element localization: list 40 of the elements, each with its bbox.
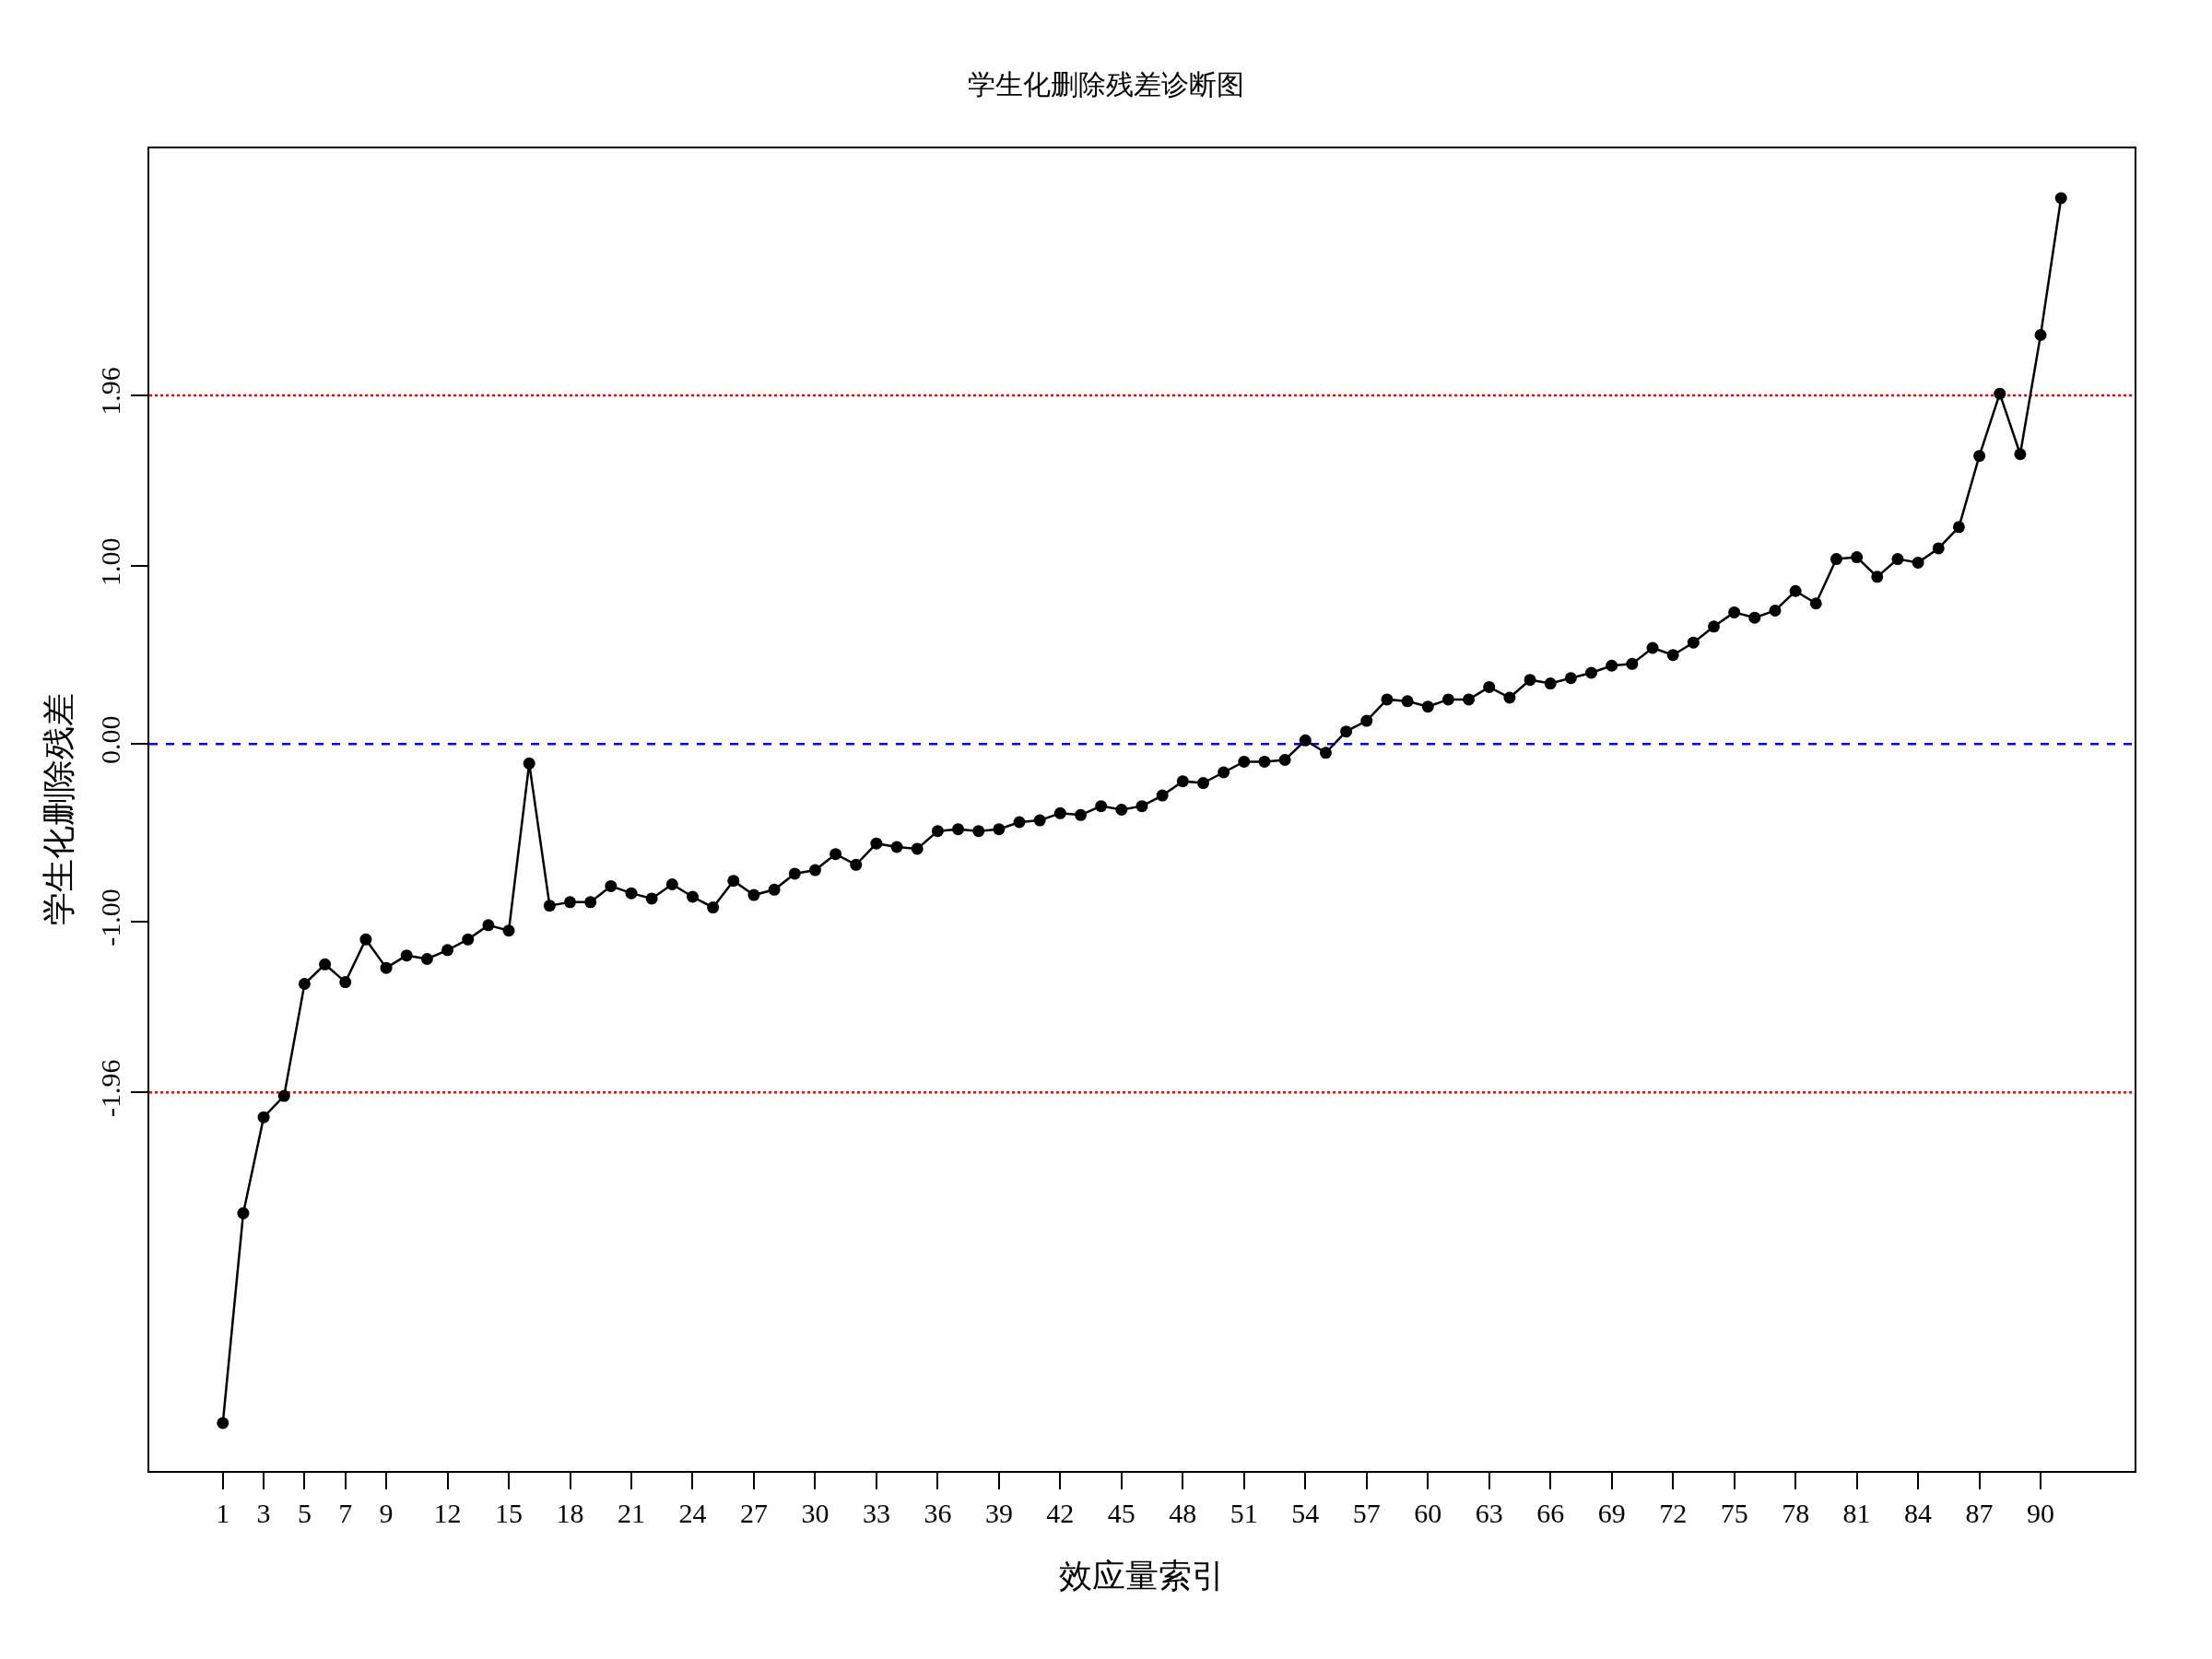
x-tick-label: 30 [801, 1498, 830, 1528]
y-tick-label: -1.96 [95, 1059, 125, 1117]
x-tick-label: 84 [1904, 1498, 1933, 1528]
x-tick-label: 75 [1720, 1498, 1748, 1528]
y-tick-label: 0.00 [95, 715, 125, 764]
x-tick-label: 7 [338, 1498, 353, 1528]
x-tick-label: 51 [1230, 1498, 1258, 1528]
x-tick-label: 39 [984, 1498, 1013, 1528]
x-tick-label: 36 [924, 1498, 952, 1528]
x-tick-label: 90 [2027, 1498, 2055, 1528]
x-tick-label: 87 [1965, 1498, 1994, 1528]
x-tick-label: 69 [1597, 1498, 1626, 1528]
y-axis-title: 学生化删除残差 [41, 693, 78, 926]
x-tick-label: 1 [216, 1498, 230, 1528]
x-tick-label: 24 [678, 1498, 707, 1528]
x-tick-label: 57 [1352, 1498, 1381, 1528]
x-tick-label: 15 [495, 1498, 524, 1528]
y-tick-label: -1.00 [95, 888, 125, 947]
x-tick-label: 66 [1536, 1498, 1565, 1528]
x-tick-label: 63 [1475, 1498, 1503, 1528]
x-tick-label: 48 [1169, 1498, 1197, 1528]
x-tick-label: 18 [556, 1498, 584, 1528]
x-tick-label: 81 [1842, 1498, 1871, 1528]
x-tick-label: 78 [1782, 1498, 1810, 1528]
x-tick-label: 21 [617, 1498, 645, 1528]
x-tick-label: 72 [1659, 1498, 1688, 1528]
x-tick-label: 54 [1291, 1498, 1320, 1528]
x-axis-title: 效应量索引 [1059, 1558, 1225, 1595]
x-tick-label: 33 [862, 1498, 890, 1528]
y-tick-label: 1.96 [95, 367, 125, 416]
chart-title: 学生化删除残差诊断图 [968, 69, 1244, 100]
x-tick-label: 3 [256, 1498, 271, 1528]
x-tick-label: 5 [297, 1498, 312, 1528]
x-tick-label: 60 [1414, 1498, 1442, 1528]
y-tick-label: 1.00 [95, 537, 125, 587]
x-tick-label: 45 [1107, 1498, 1135, 1528]
x-tick-label: 27 [739, 1498, 768, 1528]
x-tick-label: 42 [1046, 1498, 1075, 1528]
x-tick-label: 12 [433, 1498, 462, 1528]
x-tick-label: 9 [379, 1498, 394, 1528]
